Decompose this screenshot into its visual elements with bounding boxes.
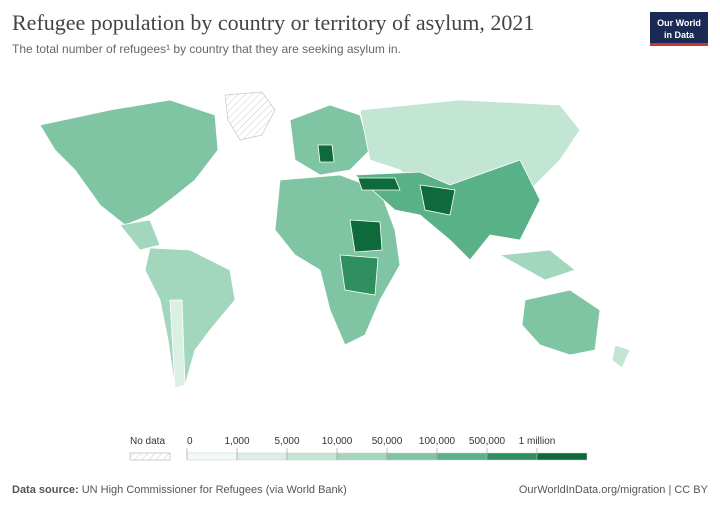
countries — [39, 91, 631, 389]
africa — [274, 174, 401, 346]
southeast-asia-islands — [498, 249, 576, 281]
germany — [317, 144, 335, 163]
sudan — [349, 219, 383, 253]
legend-label: 500,000 — [469, 436, 506, 447]
legend-swatch — [536, 452, 588, 461]
legend-swatch — [436, 452, 488, 461]
legend-label: 10,000 — [322, 436, 353, 447]
legend-label: 5,000 — [274, 436, 299, 447]
europe — [289, 104, 371, 176]
legend-swatch — [386, 452, 438, 461]
legend-label: 1 million — [519, 436, 556, 447]
legend-label: 100,000 — [419, 436, 456, 447]
source-text: UN High Commissioner for Refugees (via W… — [81, 484, 347, 496]
subtitle: The total number of refugees¹ by country… — [12, 42, 401, 56]
iran-pakistan — [419, 184, 456, 216]
east-central-africa — [339, 254, 379, 296]
south-america — [144, 247, 236, 389]
no-data-swatch — [129, 452, 171, 461]
legend-swatch — [186, 452, 238, 461]
logo[interactable]: Our World in Data — [650, 12, 708, 46]
legend-label: 0 — [187, 436, 193, 447]
legend-swatch — [286, 452, 338, 461]
legend-label: 50,000 — [372, 436, 403, 447]
legend-swatch — [486, 452, 538, 461]
legend-swatch — [236, 452, 288, 461]
url[interactable]: OurWorldInData.org/migration | CC BY — [518, 484, 708, 496]
logo-line: in Data — [663, 30, 694, 40]
title: Refugee population by country or territo… — [12, 10, 535, 35]
source: Data source: UN High Commissioner for Re… — [12, 484, 347, 496]
legend-label: 1,000 — [224, 436, 249, 447]
turkey — [357, 177, 401, 191]
new-zealand — [611, 344, 631, 369]
source-label: Data source: — [12, 484, 79, 496]
central-america — [119, 219, 161, 251]
no-data-label: No data — [130, 436, 165, 447]
north-america — [39, 99, 219, 226]
chile-argentina — [169, 299, 186, 389]
logo-line: Our World — [657, 18, 701, 28]
legend: No data 0 1,000 5,000 10,000 50,000 100,000 50… — [129, 436, 588, 461]
australia — [521, 289, 601, 356]
greenland — [224, 91, 276, 141]
legend-swatch — [336, 452, 388, 461]
